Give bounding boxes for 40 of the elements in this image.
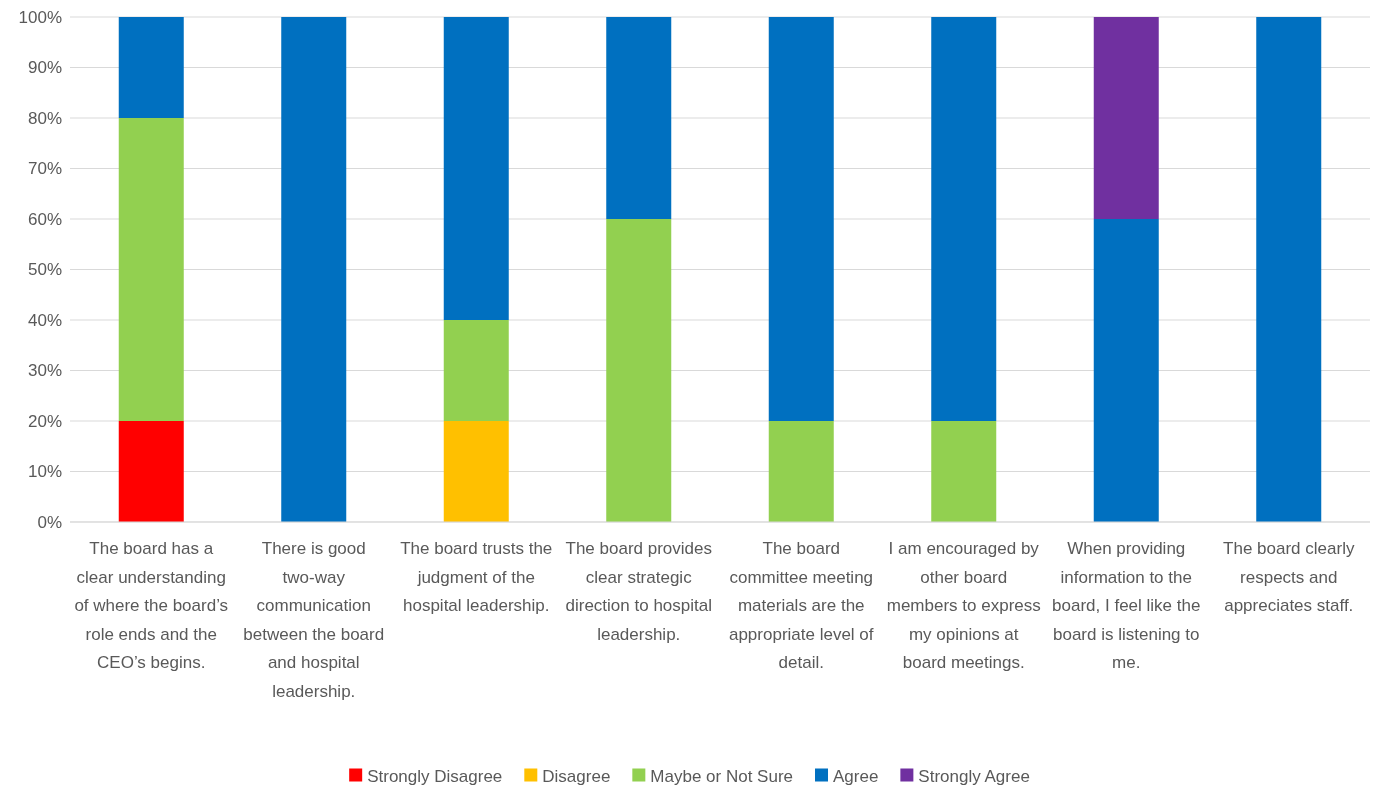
x-tick-label: The board provides clear strategic direction to hospital leadership. bbox=[565, 539, 712, 644]
bar bbox=[281, 17, 347, 522]
bar bbox=[768, 17, 834, 421]
y-tick-label: 90% bbox=[27, 58, 62, 78]
y-tick-label: 30% bbox=[27, 361, 62, 381]
x-tick-label: The board clearly respects and appreciates staff. bbox=[1223, 539, 1355, 615]
y-tick-label: 0% bbox=[37, 512, 62, 532]
y-tick-label: 60% bbox=[27, 209, 62, 229]
x-tick-label: There is good two-way communication between the board and hospital leadership. bbox=[243, 539, 385, 701]
bar bbox=[443, 421, 509, 522]
x-tick-label: The board trusts the judgment of the hospital leadership. bbox=[400, 539, 553, 615]
bar bbox=[118, 118, 184, 421]
y-tick-label: 10% bbox=[27, 462, 62, 482]
y-tick-label: 20% bbox=[27, 411, 62, 431]
bar bbox=[118, 421, 184, 522]
bar bbox=[606, 219, 672, 522]
y-tick-label: 80% bbox=[27, 108, 62, 128]
bar bbox=[443, 320, 509, 421]
x-tick-label: The board has a clear understanding of where the board’s role ends and the CEO’s begins. bbox=[74, 539, 229, 672]
y-tick-label: 50% bbox=[27, 260, 62, 280]
bar bbox=[1256, 17, 1322, 522]
x-tick-label: I am encouraged by other board members to express my opinions at board meetings. bbox=[886, 539, 1041, 672]
legend-label: Strongly Agree bbox=[918, 766, 1030, 786]
y-tick-label: 40% bbox=[27, 310, 62, 330]
bar bbox=[931, 421, 997, 522]
bar bbox=[118, 17, 184, 118]
bar bbox=[1093, 17, 1159, 219]
bar bbox=[606, 17, 672, 219]
legend-label: Disagree bbox=[542, 766, 611, 786]
x-tick-label: The board committee meeting materials are the appropriate level of detail. bbox=[728, 539, 874, 672]
x-tick-label: When providing information to the board, I feel like the board is listening to me. bbox=[1052, 539, 1201, 672]
bar bbox=[1093, 219, 1159, 522]
y-tick-label: 70% bbox=[27, 159, 62, 179]
bar bbox=[931, 17, 997, 421]
legend-label: Strongly Disagree bbox=[367, 766, 503, 786]
bar bbox=[443, 17, 509, 320]
y-tick-label: 100% bbox=[18, 7, 62, 27]
legend-label: Maybe or Not Sure bbox=[650, 766, 794, 786]
legend-label: Agree bbox=[833, 766, 879, 786]
bar bbox=[768, 421, 834, 522]
